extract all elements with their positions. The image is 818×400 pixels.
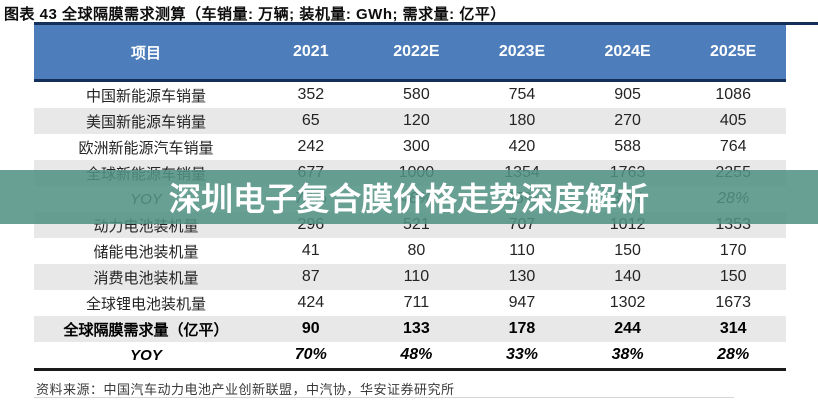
row-label: 欧洲新能源汽车销量	[78, 139, 214, 157]
header-year-cell: 2024E	[604, 43, 651, 60]
cell-value: 28%	[717, 346, 750, 363]
table-row: 欧洲新能源汽车销量 242 300 420 588 764	[34, 134, 786, 160]
cell-value: 905	[614, 86, 641, 103]
table-header-row: 项目 2021 2022E 2023E 2024E 2025E	[34, 25, 786, 82]
cell-value: 170	[719, 242, 747, 259]
table-top-border	[34, 22, 818, 25]
cell-value: 120	[403, 112, 430, 129]
watermark-text: 深圳电子复合膜价格走势深度解析	[168, 181, 649, 217]
cell-value: 140	[614, 268, 641, 285]
cell-value: 580	[403, 86, 430, 103]
table-bottom-border	[34, 368, 786, 371]
cell-value: 588	[614, 138, 641, 155]
row-label: 美国新能源车销量	[85, 113, 206, 131]
header-year-cell: 2022E	[393, 43, 440, 60]
figure-title: 图表 43 全球隔膜需求测算（车销量: 万辆; 装机量: GWh; 需求量: 亿…	[4, 6, 506, 23]
table-row: 美国新能源车销量 65 120 180 270 405	[34, 108, 786, 134]
cell-value: 38%	[611, 346, 644, 363]
cell-value: 130	[508, 268, 536, 285]
cell-value: 90	[301, 320, 320, 337]
cell-value: 150	[719, 268, 747, 285]
cell-value: 270	[614, 112, 641, 129]
cell-value: 133	[403, 320, 430, 337]
header-item-cell: 项目	[130, 44, 161, 62]
cell-value: 87	[301, 268, 320, 285]
cell-value: 178	[508, 320, 536, 337]
source-note: 资料来源：中国汽车动力电池产业创新联盟，中汽协，华安证券研究所	[36, 382, 455, 397]
cell-value: 70%	[294, 346, 327, 363]
cell-value: 110	[403, 268, 430, 285]
demand-table: 项目 2021 2022E 2023E 2024E 2025E 中国新能源车销量…	[34, 25, 786, 371]
cell-value: 180	[508, 112, 536, 129]
header-year-cell: 2023E	[498, 43, 546, 60]
cell-value: 1302	[609, 294, 646, 311]
cell-value: 764	[719, 138, 747, 155]
cell-value: 754	[508, 86, 536, 103]
cell-value: 420	[508, 138, 536, 155]
row-label: 全球隔膜需求量（亿平）	[63, 321, 229, 339]
footer-divider	[34, 397, 734, 398]
row-label: 消费电池装机量	[93, 269, 199, 287]
cell-value: 314	[719, 320, 747, 337]
cell-value: 711	[403, 294, 430, 311]
cell-value: 244	[614, 320, 641, 337]
table-row: 全球锂电池装机量 424 711 947 1302 1673	[34, 290, 786, 316]
cell-value: 947	[508, 294, 536, 311]
cell-value: 48%	[400, 346, 433, 363]
table-row: YOY 70% 48% 33% 38% 28%	[34, 342, 786, 368]
table-body: 中国新能源车销量 352 580 754 905 1086 美国新能源车销量 65 120 180…	[34, 82, 786, 368]
row-label: 全球锂电池装机量	[85, 295, 206, 313]
cell-value: 65	[301, 112, 320, 129]
cell-value: 110	[509, 242, 535, 259]
watermark-overlay: 深圳电子复合膜价格走势深度解析	[0, 170, 818, 224]
cell-value: 1086	[715, 86, 751, 103]
cell-value: 424	[297, 294, 325, 311]
cell-value: 300	[403, 138, 430, 155]
row-label: 储能电池装机量	[93, 243, 199, 261]
table-row: 消费电池装机量 87 110 130 140 150	[34, 264, 786, 290]
cell-value: 41	[301, 242, 320, 259]
cell-value: 33%	[505, 346, 538, 363]
cell-value: 352	[297, 86, 325, 103]
cell-value: 150	[614, 242, 641, 259]
header-year-cell: 2025E	[710, 43, 757, 60]
cell-value: 405	[719, 112, 747, 129]
header-year-cell: 2021	[293, 43, 329, 60]
table-row: 中国新能源车销量 352 580 754 905 1086	[34, 82, 786, 108]
cell-value: 80	[407, 242, 426, 259]
cell-value: 242	[297, 138, 325, 155]
table-row: 全球隔膜需求量（亿平） 90 133 178 244 314	[34, 316, 786, 342]
row-label: YOY	[130, 346, 162, 364]
row-label: 中国新能源车销量	[85, 87, 206, 105]
table-row: 储能电池装机量 41 80 110 150 170	[34, 238, 786, 264]
cell-value: 1673	[715, 294, 751, 311]
